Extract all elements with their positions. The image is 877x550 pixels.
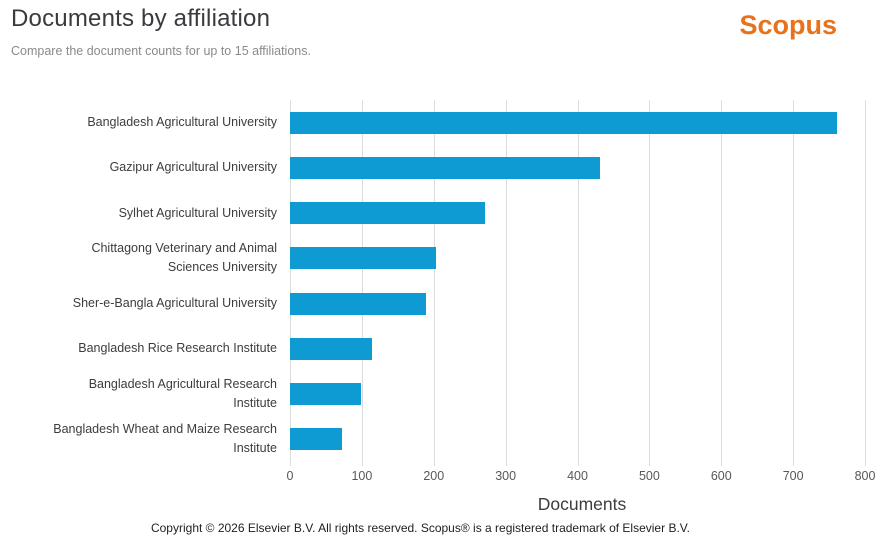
chart-row: Chittagong Veterinary and Animal Science… [0, 236, 877, 281]
x-axis-title: Documents [537, 494, 627, 514]
gridline [577, 100, 579, 466]
bar-rows: Bangladesh Agricultural University Gazipu… [0, 100, 877, 462]
x-tick-label: 400 [567, 469, 588, 483]
document-count-bar[interactable] [290, 383, 362, 406]
document-count-bar[interactable] [290, 156, 600, 179]
affiliation-label: Gazipur Agricultural University [109, 160, 277, 175]
x-tick-label: 200 [423, 469, 445, 483]
document-count-bar[interactable] [290, 428, 342, 451]
affiliation-label: Chittagong Veterinary and Animal Science… [91, 241, 277, 275]
chart-row: Gazipur Agricultural University [0, 145, 877, 190]
copyright-notice: Copyright © 2026 Elsevier B.V. All right… [150, 521, 691, 535]
chart-row: Bangladesh Wheat and Maize Research Inst… [0, 417, 877, 462]
gridline [433, 100, 435, 466]
document-count-bar[interactable] [290, 111, 837, 134]
x-tick-label: 600 [710, 469, 732, 483]
x-tick-label: 300 [495, 469, 517, 483]
affiliation-label: Sylhet Agricultural University [118, 205, 277, 220]
affiliation-label: Sher-e-Bangla Agricultural University [72, 296, 277, 311]
bar-track [290, 383, 877, 406]
gridline [649, 100, 651, 466]
affiliation-label: Bangladesh Agricultural University [87, 115, 277, 130]
x-tick-label: 100 [351, 469, 373, 483]
bar-track [290, 337, 877, 360]
bar-track [290, 247, 877, 270]
document-count-bar[interactable] [290, 202, 485, 225]
gridline [290, 100, 291, 466]
chart-row: Bangladesh Agricultural Research Institu… [0, 372, 877, 417]
bar-track [290, 292, 877, 315]
affiliation-label: Bangladesh Wheat and Maize Research Inst… [53, 422, 277, 456]
gridline [361, 100, 363, 466]
affiliation-label: Bangladesh Agricultural Research Institu… [88, 377, 277, 411]
x-tick-label: 0 [286, 469, 294, 483]
chart-row: Sher-e-Bangla Agricultural University [0, 281, 877, 326]
page-title: Documents by affiliation [11, 5, 271, 32]
bar-track [290, 202, 877, 225]
x-tick-label: 500 [638, 469, 660, 483]
gridline [721, 100, 723, 466]
gridline [793, 100, 795, 466]
gridline [865, 100, 866, 466]
x-tick-label: 700 [782, 469, 804, 483]
chart-row: Bangladesh Agricultural University [0, 100, 877, 145]
bar-track [290, 156, 877, 179]
affiliation-label: Bangladesh Rice Research Institute [78, 341, 277, 356]
gridline [505, 100, 507, 466]
bar-track [290, 428, 877, 451]
page-subtitle: Compare the document counts for up to 15… [11, 44, 311, 58]
chart-row: Sylhet Agricultural University [0, 191, 877, 236]
documents-by-affiliation-chart: Bangladesh Agricultural University Gazipu… [0, 100, 877, 466]
document-count-bar[interactable] [290, 337, 372, 360]
x-axis-ticks: 0 100 200 300 400 500 600 700 800 [287, 469, 877, 485]
document-count-bar[interactable] [290, 247, 436, 270]
scopus-logo: Scopus [739, 10, 837, 40]
chart-row: Bangladesh Rice Research Institute [0, 326, 877, 371]
gridline-layer [290, 100, 877, 466]
bar-track [290, 111, 877, 134]
document-count-bar[interactable] [290, 292, 426, 315]
x-tick-label: 800 [854, 469, 876, 483]
